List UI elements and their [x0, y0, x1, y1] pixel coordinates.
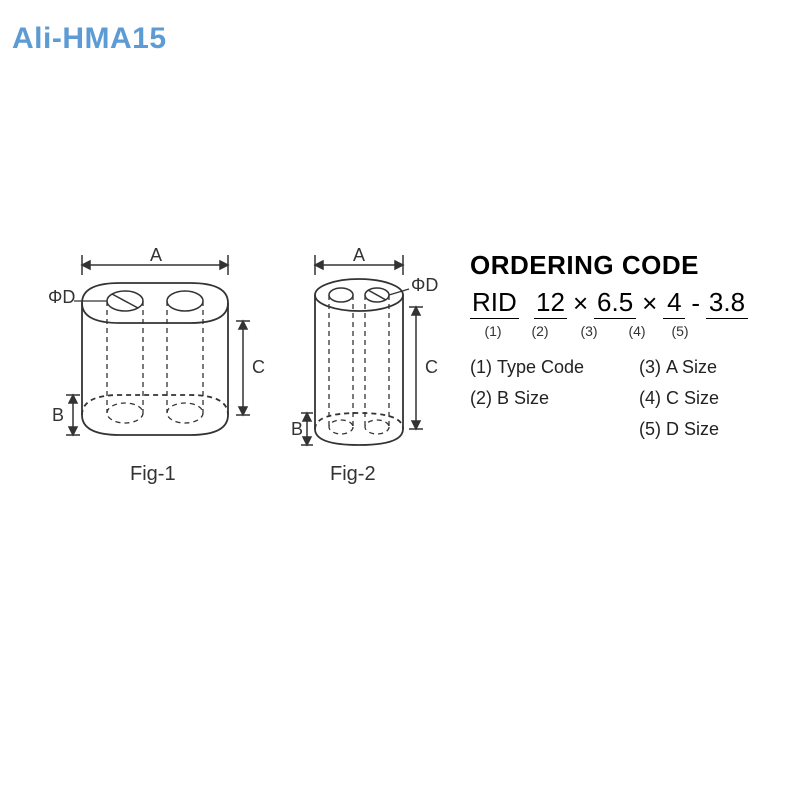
ref-1: (1)	[470, 323, 516, 339]
code-part-4: 3.8	[706, 287, 748, 319]
figures-area: A	[40, 245, 460, 545]
code-part-2: 6.5	[594, 287, 636, 319]
watermark-text: Ali-HMA15	[12, 22, 167, 56]
legend-row: (5) D Size	[639, 419, 790, 440]
code-sep-3: -	[689, 288, 702, 319]
ordering-legend: (1) Type Code (3) A Size (2) B Size (4) …	[470, 357, 790, 440]
code-prefix: RID	[470, 287, 519, 319]
page: Ali-HMA15 A	[0, 0, 800, 800]
legend-row: (4) C Size	[639, 388, 790, 409]
legend-row: (1) Type Code	[470, 357, 621, 378]
legend-row: (2) B Size	[470, 388, 621, 409]
ordering-refs: (1) (2) (3) (4) (5)	[470, 323, 790, 339]
ref-3: (3)	[564, 323, 614, 339]
ordering-code-section: ORDERING CODE RID 12 × 6.5 × 4 - 3.8 (1)…	[470, 250, 790, 440]
fig1-label: Fig-1	[130, 463, 176, 486]
fig2: A	[291, 245, 438, 445]
ref-2: (2)	[522, 323, 558, 339]
code-sep-2: ×	[640, 288, 659, 319]
dim-B-fig2: B	[291, 419, 303, 439]
figures-svg: A	[40, 245, 460, 545]
code-part-3: 4	[663, 287, 685, 319]
dim-A-fig2: A	[353, 245, 365, 265]
dim-C-fig1: C	[252, 357, 265, 377]
dim-phiD-fig1: ΦD	[48, 287, 75, 307]
dim-C-fig2: C	[425, 357, 438, 377]
dim-A-fig1: A	[150, 245, 162, 265]
dim-B-fig1: B	[52, 405, 64, 425]
code-sep-1: ×	[571, 288, 590, 319]
code-part-1: 12	[534, 287, 567, 319]
legend-row: (3) A Size	[639, 357, 790, 378]
dim-phiD-fig2: ΦD	[411, 275, 438, 295]
ordering-title: ORDERING CODE	[470, 250, 790, 281]
fig2-label: Fig-2	[330, 463, 376, 486]
ordering-code-line: RID 12 × 6.5 × 4 - 3.8	[470, 287, 790, 319]
fig1: A	[48, 245, 265, 435]
ref-4: (4)	[620, 323, 654, 339]
ref-5: (5)	[660, 323, 700, 339]
